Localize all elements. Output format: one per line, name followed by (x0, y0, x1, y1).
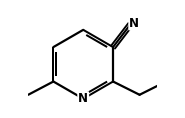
Text: N: N (129, 17, 139, 30)
Text: N: N (78, 92, 88, 105)
